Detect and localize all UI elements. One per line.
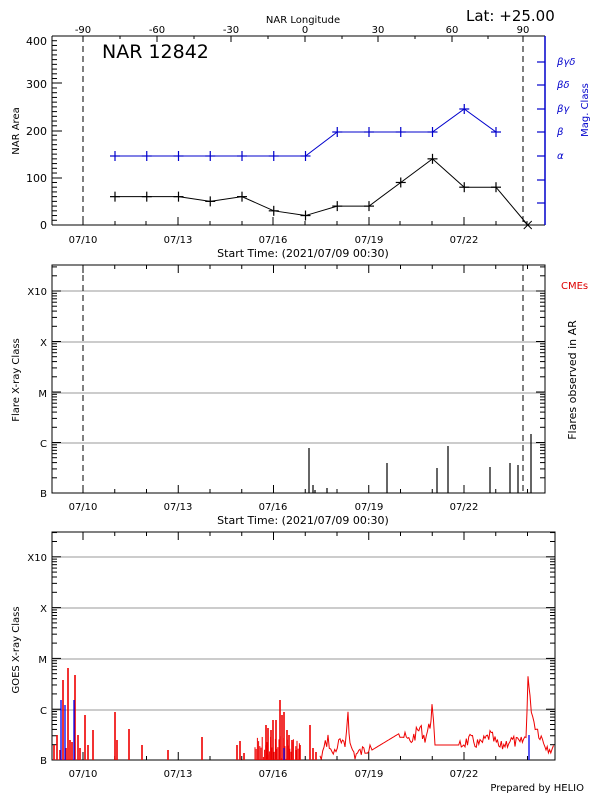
goes-x-tick-0719: 07/19	[355, 769, 384, 780]
flare-x-tick-0719: 07/19	[355, 502, 384, 513]
lon-tick-60: 60	[446, 25, 459, 36]
goes-x-tick-0710: 07/10	[69, 769, 98, 780]
y-axis-label-goes-class: GOES X-ray Class	[11, 606, 22, 693]
latitude-label: Lat: +25.00	[466, 7, 555, 25]
prepared-by-credit: Prepared by HELIO	[490, 783, 584, 794]
panel-flares: X10 X M C B Flare X-ray Class Flares obs…	[11, 264, 588, 527]
y2-axis-label-mag-class: Mag. Class	[580, 83, 591, 137]
lon-tick-90: 90	[517, 25, 530, 36]
mag-class-alpha: α	[557, 151, 564, 162]
goes-tick-m: M	[38, 655, 47, 666]
lon-tick-m90: -90	[75, 25, 91, 36]
goes-x-tick-0713: 07/13	[164, 769, 193, 780]
y-tick-100: 100	[26, 172, 47, 185]
goes-flux-curve	[53, 668, 554, 760]
flare-tick-m: M	[38, 389, 47, 400]
flare-class-gridlines	[52, 290, 545, 444]
x-tick-0716: 07/16	[259, 235, 288, 246]
x-tick-0719: 07/19	[355, 235, 384, 246]
y-axis-label-nar-area: NAR Area	[11, 107, 22, 154]
y-tick-300: 300	[26, 78, 47, 91]
y2-axis-label-flares-observed: Flares observed in AR	[566, 320, 579, 440]
flare-tick-c: C	[40, 439, 47, 450]
x-axis-label-start-time: Start Time: (2021/07/09 00:30)	[217, 247, 389, 260]
flare-x-tick-0713: 07/13	[164, 502, 193, 513]
x-tick-0710: 07/10	[69, 235, 98, 246]
lon-tick-m60: -60	[149, 25, 165, 36]
goes-tick-c: C	[40, 706, 47, 717]
flare-tick-x: X	[40, 338, 47, 349]
x-tick-0713: 07/13	[164, 235, 193, 246]
y-tick-400: 400	[26, 35, 47, 48]
flare-x-tick-0716: 07/16	[259, 502, 288, 513]
lon-tick-30: 30	[372, 25, 385, 36]
mag-class-beta-gamma: βγ	[556, 104, 570, 115]
goes-x-tick-0716: 07/16	[259, 769, 288, 780]
goes-class-gridlines	[52, 556, 555, 711]
lon-tick-m30: -30	[223, 25, 239, 36]
flare-x-axis-label: Start Time: (2021/07/09 00:30)	[217, 514, 389, 527]
lon-tick-0: 0	[302, 25, 308, 36]
region-title: NAR 12842	[102, 41, 209, 63]
goes-tick-x10: X10	[27, 553, 47, 564]
mag-class-beta: β	[556, 127, 564, 138]
top-axis-label: NAR Longitude	[266, 15, 340, 26]
flare-event-bars	[308, 434, 532, 493]
mag-class-beta-gamma-delta: βγδ	[556, 57, 575, 68]
flare-tick-x10: X10	[27, 287, 47, 298]
y-tick-0: 0	[40, 219, 47, 232]
cme-legend-label: CMEs	[561, 281, 588, 292]
flare-x-tick-0710: 07/10	[69, 502, 98, 513]
goes-tick-x: X	[40, 604, 47, 615]
goes-x-tick-0722: 07/22	[450, 769, 479, 780]
y-tick-200: 200	[26, 125, 47, 138]
y-axis-label-flare-class: Flare X-ray Class	[11, 338, 22, 422]
x-tick-0722: 07/22	[450, 235, 479, 246]
flare-tick-b: B	[40, 489, 47, 500]
goes-tick-b: B	[40, 756, 47, 767]
panel-goes-xray: X10 X M C B GOES X-ray Class 07/10 07/13…	[11, 531, 556, 780]
panel-nar-area: 0 100 200 300 400 NAR Area -90 -60 -30 0…	[11, 25, 591, 260]
flare-x-tick-0722: 07/22	[450, 502, 479, 513]
nar-area-series	[110, 104, 533, 230]
mag-class-beta-delta: βδ	[556, 80, 570, 91]
